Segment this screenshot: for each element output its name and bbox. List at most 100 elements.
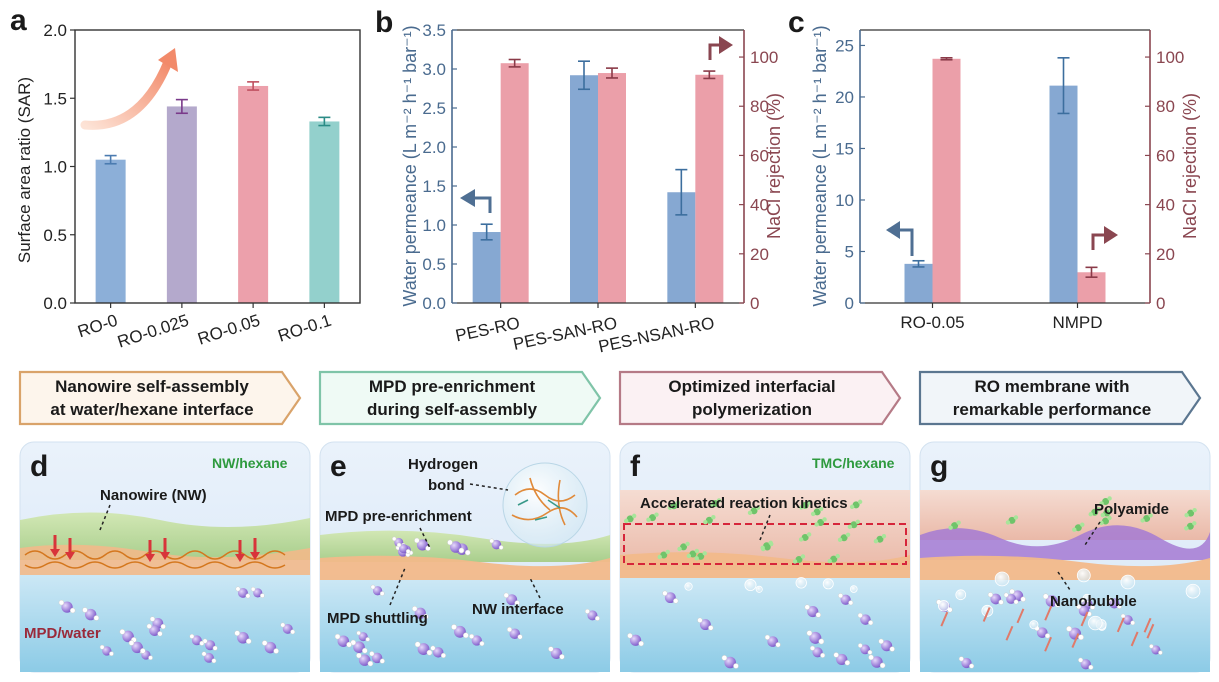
molecule-h [987, 592, 994, 598]
molecule-cl [1192, 521, 1197, 526]
y-left-tick-label: 0 [845, 294, 854, 313]
tmc-molecule [1184, 507, 1197, 518]
y-tick-label: 1.5 [43, 89, 67, 108]
banner-line-1: MPD pre-enrichment [369, 377, 536, 396]
tmc-molecule [948, 520, 961, 530]
molecule-core [416, 539, 429, 551]
molecule-core [876, 535, 884, 543]
flux-arrow [1071, 633, 1080, 648]
y-right-tick-label: 0 [1156, 294, 1165, 313]
molecule-cl [768, 540, 773, 545]
molecule-h [815, 612, 822, 618]
rejection-bar-PES-RO [500, 63, 529, 304]
y-left-tick-label: 15 [835, 139, 854, 158]
y-tick-label: 0.0 [43, 294, 67, 313]
mpd-molecule [451, 624, 469, 639]
nanobubble [938, 600, 950, 612]
step-banners: Nanowire self-assembly at water/hexane in… [18, 370, 1202, 426]
mpd-molecule [356, 630, 370, 642]
molecule-core [417, 643, 430, 655]
mpd-molecule [764, 634, 781, 648]
y-right-tick-label: 100 [750, 48, 778, 67]
molecule-h [833, 652, 839, 658]
mpd-molecule [987, 592, 1004, 605]
tmc-molecule [1005, 515, 1019, 525]
molecule-cl [857, 499, 863, 505]
molecule-h [405, 549, 411, 554]
pre-enrichment-label: MPD pre-enrichment [325, 508, 472, 525]
molecule-h [889, 646, 895, 652]
molecule-cl [677, 546, 682, 552]
mpd-molecule [1003, 592, 1019, 605]
x-tick-label: RO-0 [75, 311, 120, 342]
tmc-molecule [1100, 507, 1113, 518]
molecule-core [432, 647, 444, 658]
molecule-cl [1108, 507, 1113, 513]
molecule-core [491, 539, 502, 550]
banner-line-1: RO membrane with [975, 377, 1130, 396]
step-banner-1 [18, 370, 302, 426]
molecule-cl [799, 505, 804, 510]
molecule-cl [702, 551, 707, 556]
y-right-tick-label: 60 [750, 146, 769, 165]
molecule-h [469, 633, 475, 639]
x-tick-label: PES-RO [454, 313, 522, 345]
molecule-core [509, 628, 521, 640]
mpd-molecule [369, 651, 385, 664]
step-banner-2 [318, 370, 602, 426]
mpd-molecule [202, 638, 218, 651]
molecule-h [391, 536, 397, 542]
molecule-core [881, 640, 893, 652]
molecule-h [148, 655, 153, 661]
molecule-core [817, 518, 825, 526]
molecule-h [109, 651, 114, 657]
molecule-core [1123, 615, 1133, 625]
molecule-h [379, 658, 385, 664]
tmc-molecule [1184, 521, 1197, 531]
molecule-h [733, 663, 739, 669]
tmc-molecule [849, 499, 863, 510]
mpd-molecule [958, 656, 975, 669]
molecule-h [411, 606, 418, 612]
banner-line-2: remarkable performance [953, 400, 1151, 419]
mpd-molecule [234, 630, 252, 645]
panel-g-letter: g [930, 450, 948, 483]
enrichment-arrow-head [65, 552, 75, 560]
tmc-molecule [1099, 515, 1112, 526]
molecule-h [149, 616, 156, 622]
molecule-h [514, 600, 520, 606]
y-right-tick-label: 60 [1156, 146, 1175, 165]
molecule-h [1076, 604, 1082, 610]
molecule-h [1003, 592, 1009, 598]
molecule-h [506, 626, 513, 633]
molecule-h [425, 545, 431, 551]
molecule-cl [807, 500, 812, 505]
mpd-molecule [1042, 593, 1061, 608]
molecule-core [358, 654, 371, 666]
molecule-h [479, 641, 485, 647]
flux-arrow [1044, 636, 1052, 652]
y-left-tick-label: 10 [835, 191, 854, 210]
molecule-h [1009, 588, 1015, 595]
molecule-h [365, 637, 370, 642]
molecule-h [1013, 599, 1019, 605]
molecule-core [680, 543, 688, 551]
molecule-h [273, 648, 279, 654]
molecule-core [454, 625, 466, 638]
molecule-h [260, 593, 265, 598]
molecule-core [801, 501, 809, 509]
polyamide-layer [920, 525, 1210, 560]
y-right-tick-label: 40 [750, 196, 769, 215]
molecule-core [840, 534, 848, 542]
y-left-tick-label: 1.0 [422, 216, 446, 235]
molecule-cl [800, 554, 806, 559]
molecule-core [1008, 516, 1016, 524]
molecule-cl [1099, 501, 1104, 506]
molecule-cl [810, 511, 816, 517]
y-tick-label: 2.0 [43, 21, 67, 40]
molecule-h [584, 608, 590, 614]
molecule-h [346, 641, 352, 648]
nanobubble [955, 589, 967, 601]
molecule-core [587, 610, 598, 621]
